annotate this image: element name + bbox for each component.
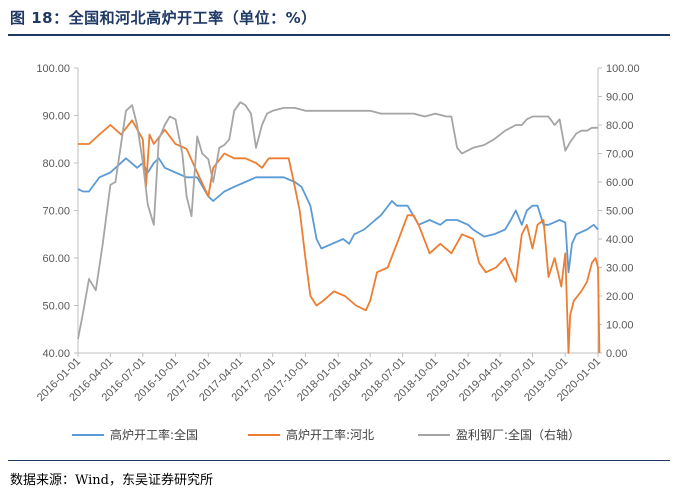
y-right-tick-label: 70.00	[606, 149, 634, 161]
y-right-tick-label: 0.00	[606, 348, 627, 360]
y-right-tick-label: 100.00	[606, 63, 640, 75]
y-right-tick-label: 90.00	[606, 92, 634, 104]
legend: 高炉开工率:全国 高炉开工率:河北 盈利钢厂:全国（右轴）	[72, 427, 580, 442]
y-right-axis: 0.00 10.00 20.00 30.00 40.00 50.00 60.00 70.00 8…	[598, 63, 640, 360]
legend-label: 盈利钢厂:全国（右轴）	[456, 427, 580, 442]
source-note: 数据来源：Wind，东吴证券研究所	[10, 473, 213, 488]
y-left-tick-label: 70.00	[42, 206, 70, 218]
y-right-tick-label: 80.00	[606, 120, 634, 132]
figure-title: 图 18：全国和河北高炉开工率（单位：%）	[10, 9, 317, 27]
y-right-tick-label: 10.00	[606, 320, 634, 332]
legend-label: 高炉开工率:河北	[286, 427, 374, 442]
y-left-tick-label: 40.00	[42, 348, 70, 360]
series-line-1	[77, 157, 599, 274]
y-left-tick-label: 60.00	[42, 253, 70, 265]
series-line-3	[77, 101, 598, 339]
y-left-tick-label: 50.00	[42, 301, 70, 313]
y-left-tick-label: 80.00	[42, 158, 70, 170]
series-line-2	[78, 119, 601, 354]
y-left-axis: 40.00 50.00 60.00 70.00 80.00 90.00 100.00	[36, 63, 78, 360]
y-right-tick-label: 50.00	[606, 206, 634, 218]
source-rule	[8, 460, 670, 461]
y-right-tick-label: 40.00	[606, 234, 634, 246]
y-left-tick-label: 90.00	[42, 111, 70, 123]
legend-label: 高炉开工率:全国	[110, 427, 198, 442]
y-right-tick-label: 30.00	[606, 263, 634, 275]
y-right-tick-label: 60.00	[606, 177, 634, 189]
series-lines	[77, 101, 601, 354]
title-rule	[8, 34, 670, 36]
line-chart: 40.00 50.00 60.00 70.00 80.00 90.00 100.00 0.0…	[35, 63, 640, 442]
x-axis: 2016-01-012016-04-012016-07-012016-10-01…	[35, 353, 603, 404]
y-left-tick-label: 100.00	[36, 63, 70, 75]
y-right-tick-label: 20.00	[606, 291, 634, 303]
